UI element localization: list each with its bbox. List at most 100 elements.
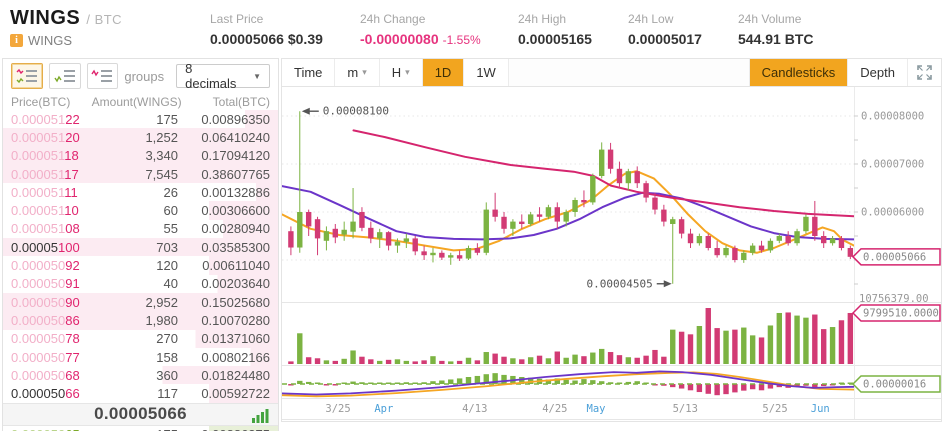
chart-toolbar: Time m ▾ H ▾ 1D 1W Candlesticks Depth [282,59,941,87]
stat-value: 544.91 BTC [738,31,814,47]
order-amount: 60 [163,203,178,219]
x-axis-labels: 3/25 Apr 4/13 4/25 May 5/13 5/25 Jun [325,403,829,415]
order-amount: 158 [156,349,178,365]
ask-row[interactable]: 0.00005066 117 0.00592722 [3,384,278,403]
order-price: 0.00005091 [11,276,80,292]
ask-row[interactable]: 0.00005110 60 0.00306600 [3,201,278,220]
order-price: 0.00005108 [11,221,80,237]
volume-bars [288,308,854,364]
orderbook-both-icon[interactable] [11,63,43,89]
pair-header: WINGS / BTC i WINGS Last Price 0.0000506… [0,0,944,56]
order-amount: 175 [95,427,178,431]
stat-last-price: Last Price 0.00005066 $0.39 [210,12,323,47]
stat-value: -0.00000080 [360,31,439,47]
stat-label: 24h Low [628,12,674,26]
order-amount: 270 [156,331,178,347]
orderbook-asks: 0.00005122 175 0.00896350 0.00005120 1,252 0.… [3,110,278,403]
orderbook-asks-icon[interactable] [86,63,119,89]
column-amount: Amount(WINGS) [91,94,182,109]
svg-text:9799510.0000: 9799510.0000 [863,307,939,319]
pair-brand: WINGS / BTC i WINGS [10,7,122,48]
ask-row[interactable]: 0.00005068 360 0.01824480 [3,366,278,385]
chart-panel: Time m ▾ H ▾ 1D 1W Candlesticks Depth [281,58,942,422]
chevron-down-icon: ▾ [362,67,367,77]
low-annotation: 0.00004505 [587,277,672,290]
coin-info-icon[interactable]: i [10,34,23,47]
order-amount: 1,252 [145,129,178,145]
order-total: 0.17094120 [201,148,270,164]
ask-row[interactable]: 0.00005117 7,545 0.38607765 [3,164,278,184]
order-total: 0.01371060 [201,331,270,347]
interval-minutes-dropdown[interactable]: m ▾ [335,59,380,86]
order-price: 0.00005110 [11,203,79,219]
svg-text:0.00007000: 0.00007000 [861,159,924,171]
stat-label: Last Price [210,12,264,26]
column-total: Total(BTC) [212,94,270,109]
stat-24h-high: 24h High 0.00005165 [518,12,592,47]
order-total: 0.01824480 [201,367,270,383]
stat-24h-volume: 24h Volume 544.91 BTC [738,12,813,47]
svg-text:0.00004505: 0.00004505 [587,277,653,290]
interval-hours-dropdown[interactable]: H ▾ [379,59,423,86]
order-total: 0.00802166 [201,349,270,365]
orderbook-bids-icon[interactable] [48,63,81,89]
ask-row[interactable]: 0.00005108 55 0.00280940 [3,219,278,239]
order-price: 0.00005086 [11,312,80,328]
bid-row[interactable]: 0.000050651750.00886375 [3,425,278,431]
ask-row[interactable]: 0.00005078 270 0.01371060 [3,329,278,348]
order-price: 0.00005118 [11,148,79,164]
svg-text:May: May [587,403,606,415]
pair-quote: / BTC [86,12,123,27]
orderbook-panel: groups 8 decimals ▼ Price(BTC) Amount(WI… [2,58,279,431]
order-total: 0.00592722 [201,386,270,402]
axis-tag: 0.00005066 [851,248,941,266]
expand-icon[interactable] [907,59,941,86]
stat-value: 0.00005017 [628,31,702,47]
ask-row[interactable]: 0.00005122 175 0.00896350 [3,110,278,129]
interval-1w-button[interactable]: 1W [464,59,509,86]
groups-label: groups [124,68,165,84]
decimals-value: 8 decimals [185,61,237,91]
order-price: 0.00005065 [11,427,95,431]
ask-row[interactable]: 0.00005091 40 0.00203640 [3,274,278,293]
interval-1d-button[interactable]: 1D [422,59,465,86]
ask-row[interactable]: 0.00005090 2,952 0.15025680 [3,292,278,312]
ask-row[interactable]: 0.00005092 120 0.00611040 [3,256,278,275]
ask-row[interactable]: 0.00005077 158 0.00802166 [3,347,278,367]
order-amount: 2,952 [145,294,178,310]
pair-sub-label: WINGS [28,33,73,48]
svg-text:0.00008100: 0.00008100 [323,105,389,118]
order-price: 0.00005090 [11,294,80,310]
svg-text:Apr: Apr [374,403,393,415]
svg-text:4/13: 4/13 [462,403,487,415]
pair-subtitle: i WINGS [10,33,122,48]
order-total: 0.00203640 [201,276,270,292]
order-price: 0.00005066 [11,386,80,402]
mode-depth-button[interactable]: Depth [847,59,907,86]
order-amount: 55 [163,221,178,237]
orderbook-toolbar: groups 8 decimals ▼ [3,59,278,93]
orderbook-bids: 0.000050651750.00886375 [3,425,278,431]
interval-time-button[interactable]: Time [282,59,336,86]
ask-row[interactable]: 0.00005118 3,340 0.17094120 [3,146,278,165]
svg-text:10756379.00: 10756379.00 [859,293,929,305]
order-price: 0.00005120 [11,129,80,145]
order-amount: 3,340 [145,148,178,164]
order-price: 0.00005122 [11,111,80,127]
chart-canvas[interactable]: 0.00008000 0.00007000 0.00006000 10756379.0… [282,87,941,421]
ask-row[interactable]: 0.00005100 703 0.03585300 [3,238,278,257]
ask-row[interactable]: 0.00005086 1,980 0.10070280 [3,311,278,330]
svg-text:Jun: Jun [811,403,830,415]
decimals-dropdown[interactable]: 8 decimals ▼ [176,61,270,91]
last-price-row: 0.00005066 [3,402,278,426]
order-amount: 117 [157,386,178,402]
order-price: 0.00005111 [11,184,78,200]
order-amount: 7,545 [145,166,178,182]
order-total: 0.00280940 [201,221,270,237]
stat-label: 24h High [518,12,567,26]
mode-candlesticks-button[interactable]: Candlesticks [748,59,848,86]
ask-row[interactable]: 0.00005120 1,252 0.06410240 [3,128,278,147]
depth-mini-bars-icon[interactable] [252,408,269,423]
ask-row[interactable]: 0.00005111 26 0.00132886 [3,183,278,202]
